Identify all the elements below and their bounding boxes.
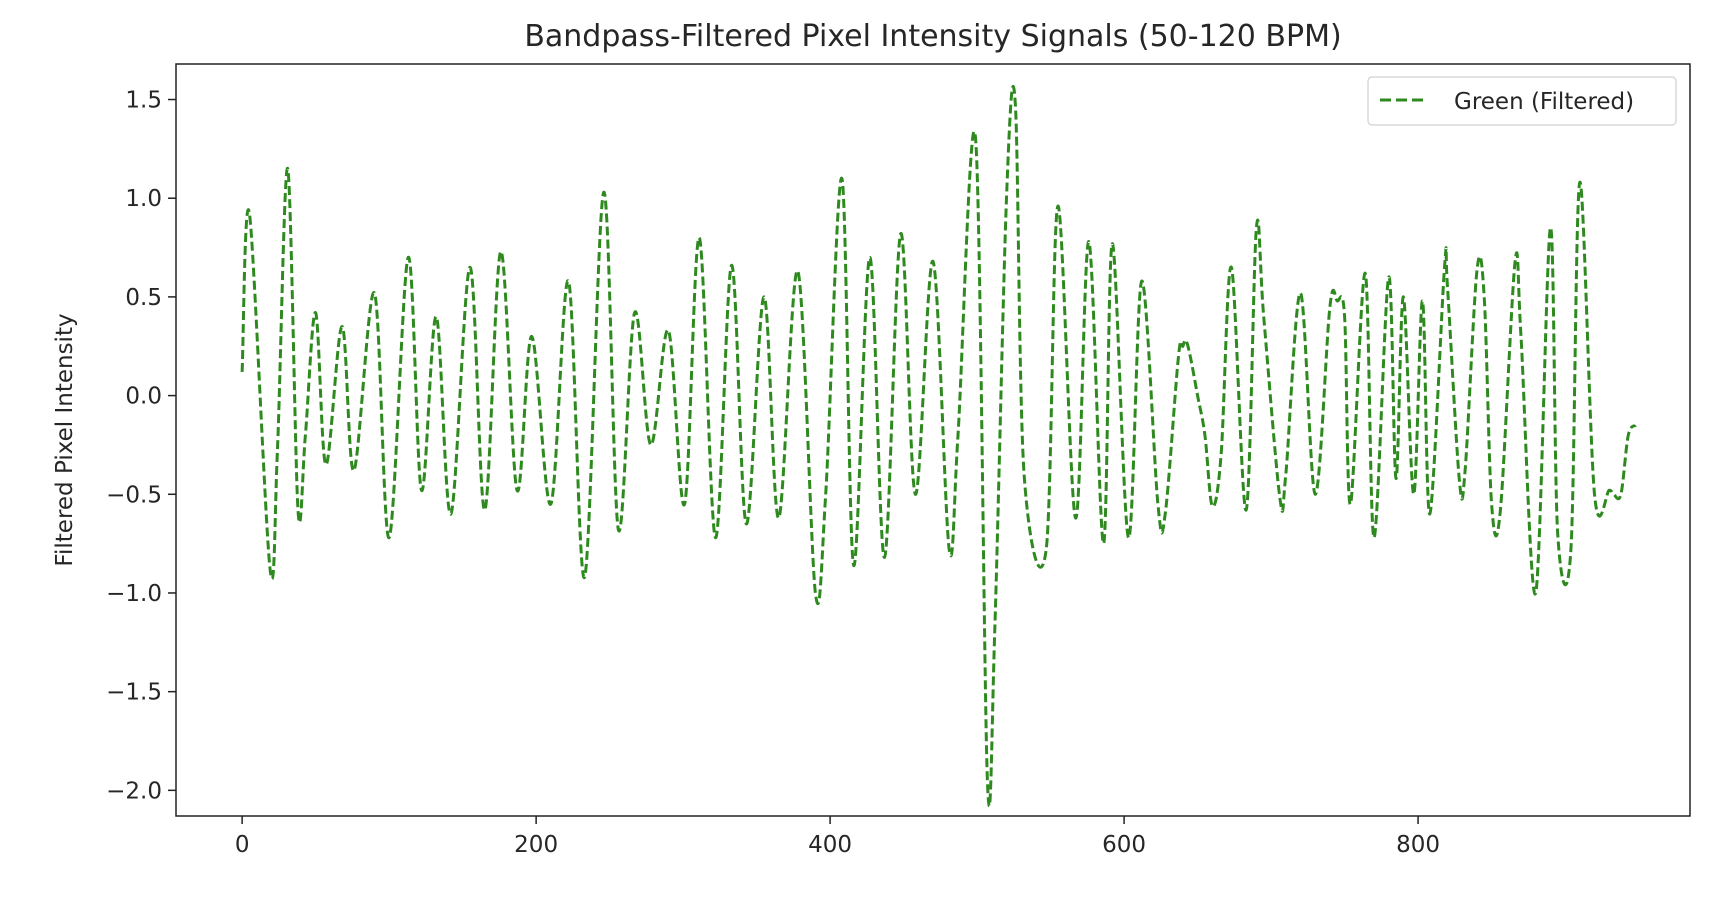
y-tick-label: −2.0 [106, 778, 162, 804]
series-line-green-filtered [240, 85, 1637, 808]
series-layer [240, 85, 1637, 808]
y-tick-label: −1.5 [106, 680, 162, 706]
x-tick-label: 400 [808, 832, 852, 858]
x-tick-label: 0 [235, 832, 250, 858]
axis-ticks: 0 200 400 600 800 1.5 1.0 0.5 0.0 −0.5 −1.0 −1.5 −2.… [106, 88, 1440, 858]
legend-box [1367, 76, 1677, 126]
y-tick-label: 0.5 [125, 285, 162, 311]
y-tick-label: 1.5 [125, 88, 162, 114]
x-tick-label: 800 [1396, 832, 1440, 858]
plot-area [175, 63, 1691, 817]
chart-title: Bandpass-Filtered Pixel Intensity Signal… [524, 19, 1341, 54]
legend: Green (Filtered) [1367, 76, 1677, 126]
y-tick-label: −0.5 [106, 482, 162, 508]
x-tick-label: 600 [1102, 832, 1146, 858]
legend-label-green-filtered: Green (Filtered) [1454, 89, 1634, 115]
y-axis-label: Filtered Pixel Intensity [52, 313, 78, 566]
y-tick-label: 0.0 [125, 384, 162, 410]
y-tick-label: 1.0 [125, 186, 162, 212]
y-tick-label: −1.0 [106, 581, 162, 607]
x-tick-label: 200 [514, 832, 558, 858]
